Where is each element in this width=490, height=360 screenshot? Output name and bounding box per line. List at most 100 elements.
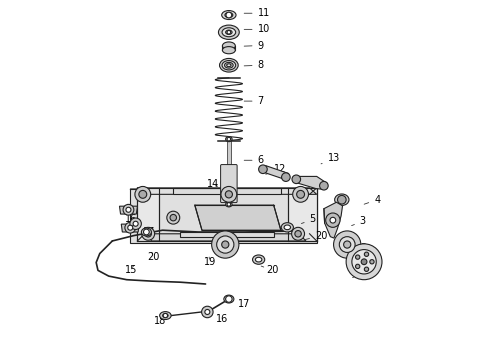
Text: 18: 18: [153, 316, 166, 325]
Text: 16: 16: [211, 314, 228, 324]
Text: 17: 17: [231, 299, 250, 309]
Circle shape: [365, 267, 368, 271]
Circle shape: [338, 195, 346, 204]
Polygon shape: [145, 234, 306, 241]
Circle shape: [221, 241, 229, 248]
Text: 13: 13: [321, 153, 340, 164]
Circle shape: [292, 227, 304, 240]
Circle shape: [201, 306, 213, 318]
Ellipse shape: [220, 58, 238, 72]
Text: 5: 5: [301, 215, 316, 224]
Ellipse shape: [225, 30, 232, 35]
Circle shape: [126, 207, 131, 212]
Ellipse shape: [281, 223, 294, 232]
Circle shape: [343, 241, 351, 248]
Ellipse shape: [225, 136, 232, 141]
Text: 20: 20: [261, 265, 279, 275]
Circle shape: [123, 204, 134, 215]
Text: 2: 2: [353, 243, 366, 253]
Circle shape: [361, 259, 367, 265]
Circle shape: [133, 221, 138, 226]
Polygon shape: [137, 188, 159, 241]
Text: 12: 12: [266, 164, 286, 174]
Ellipse shape: [225, 202, 232, 207]
Ellipse shape: [227, 64, 231, 67]
Circle shape: [225, 296, 232, 302]
Circle shape: [135, 186, 151, 202]
Polygon shape: [294, 176, 327, 189]
Ellipse shape: [222, 60, 236, 70]
Circle shape: [296, 190, 304, 198]
Polygon shape: [288, 188, 317, 241]
Circle shape: [330, 217, 336, 223]
Text: 16: 16: [125, 215, 137, 224]
Polygon shape: [130, 189, 317, 209]
Ellipse shape: [222, 42, 235, 50]
Circle shape: [282, 173, 290, 181]
Circle shape: [128, 225, 133, 230]
Polygon shape: [180, 232, 274, 237]
Ellipse shape: [252, 255, 265, 264]
Polygon shape: [130, 189, 317, 243]
Ellipse shape: [221, 10, 236, 19]
Circle shape: [144, 229, 149, 235]
Ellipse shape: [222, 46, 235, 54]
Polygon shape: [122, 224, 139, 232]
Circle shape: [370, 260, 374, 264]
Ellipse shape: [163, 314, 168, 318]
Text: 10: 10: [244, 24, 270, 35]
Polygon shape: [137, 188, 317, 194]
Circle shape: [346, 244, 382, 280]
Circle shape: [145, 230, 151, 237]
FancyBboxPatch shape: [220, 165, 237, 203]
Ellipse shape: [284, 225, 291, 230]
Circle shape: [142, 227, 155, 240]
Circle shape: [125, 222, 136, 233]
Text: 8: 8: [244, 60, 264, 70]
Circle shape: [293, 186, 309, 202]
Circle shape: [167, 211, 180, 224]
Polygon shape: [324, 202, 343, 238]
Circle shape: [163, 314, 168, 318]
Ellipse shape: [224, 62, 233, 68]
Ellipse shape: [222, 28, 236, 37]
Circle shape: [217, 236, 234, 253]
Text: 20: 20: [305, 231, 327, 240]
Ellipse shape: [224, 295, 234, 303]
Circle shape: [205, 310, 210, 315]
Text: 6: 6: [244, 155, 264, 165]
Circle shape: [221, 186, 237, 202]
Ellipse shape: [141, 228, 151, 236]
Ellipse shape: [225, 13, 233, 18]
Circle shape: [292, 175, 300, 184]
Circle shape: [326, 213, 340, 227]
Bar: [227, 140, 231, 166]
Text: 14: 14: [207, 179, 220, 189]
Text: 9: 9: [244, 41, 264, 50]
Polygon shape: [120, 206, 137, 214]
Circle shape: [356, 255, 360, 259]
Text: 17: 17: [143, 227, 155, 237]
Text: 7: 7: [244, 96, 264, 106]
Circle shape: [170, 215, 176, 221]
Text: 3: 3: [352, 216, 366, 226]
Circle shape: [212, 231, 239, 258]
Circle shape: [295, 230, 301, 237]
Polygon shape: [173, 188, 281, 194]
Text: 11: 11: [244, 8, 270, 18]
Ellipse shape: [335, 194, 349, 206]
Ellipse shape: [255, 257, 262, 262]
Circle shape: [226, 12, 232, 18]
Circle shape: [334, 231, 361, 258]
Circle shape: [227, 137, 231, 141]
Circle shape: [130, 218, 141, 229]
Circle shape: [356, 264, 360, 269]
Text: 1: 1: [353, 269, 366, 279]
Circle shape: [139, 190, 147, 198]
Circle shape: [319, 181, 328, 190]
Circle shape: [339, 237, 355, 252]
Polygon shape: [261, 166, 289, 179]
Circle shape: [227, 203, 231, 206]
Text: 15: 15: [125, 265, 137, 275]
Polygon shape: [195, 205, 281, 230]
